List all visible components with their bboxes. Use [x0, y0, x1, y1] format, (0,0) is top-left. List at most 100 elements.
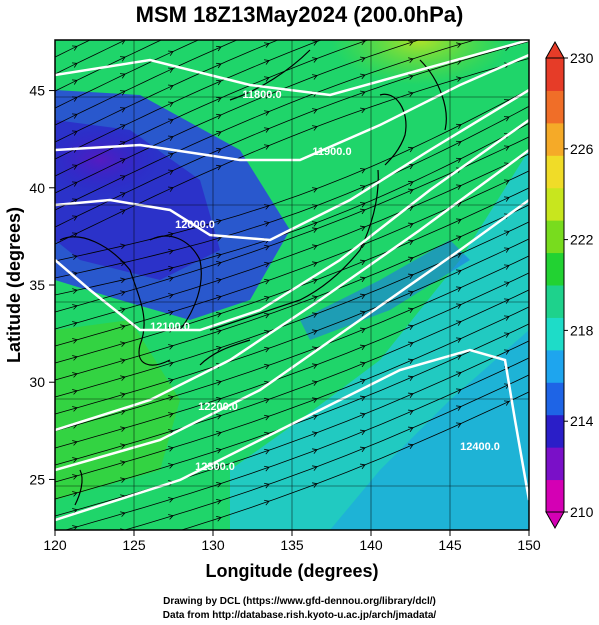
- wind-arrow: [503, 247, 510, 253]
- streamline: [55, 122, 529, 296]
- wind-arrow: [407, 392, 414, 399]
- colorbar-tick-label: 222: [570, 232, 594, 248]
- colorbar-segment: [546, 349, 564, 383]
- wind-arrow: [503, 349, 510, 355]
- wind-arrow: [168, 412, 174, 418]
- streamline: [55, 40, 200, 109]
- wind-arrow: [168, 0, 173, 5]
- wind-arrow: [407, 239, 414, 246]
- wind-arrow: [215, 62, 222, 69]
- x-tick-label: 120: [43, 537, 67, 553]
- wind-arrow: [359, 202, 366, 208]
- wind-arrow: [455, 337, 462, 343]
- wind-arrow: [312, 57, 318, 63]
- wind-arrow: [407, 256, 414, 263]
- wind-arrow: [216, 379, 222, 386]
- wind-arrow: [216, 252, 222, 259]
- lat-lon-grid: [55, 40, 529, 530]
- streamline: [55, 340, 529, 517]
- wind-arrow: [407, 290, 414, 297]
- wind-arrow: [168, 446, 174, 452]
- wind-arrow: [407, 222, 414, 229]
- wind-arrow: [72, 474, 78, 480]
- wind-arrow: [120, 511, 126, 517]
- footer-credit-drawing: Drawing by DCL (https://www.gfd-dennou.o…: [163, 596, 436, 607]
- map-plot-area: [55, 0, 529, 564]
- wind-arrow: [455, 405, 462, 411]
- colorbar-segment: [546, 317, 564, 351]
- wind-arrow: [168, 497, 174, 503]
- wind-arrow: [216, 464, 222, 471]
- wind-arrow: [360, 107, 366, 114]
- x-tick-label: 150: [517, 537, 541, 553]
- streamline: [55, 306, 529, 483]
- wind-arrow: [72, 29, 77, 34]
- wind-arrow: [312, 278, 318, 284]
- colorbar-segment: [546, 479, 564, 513]
- wind-arrow: [503, 116, 510, 122]
- wind-arrow: [168, 293, 174, 299]
- wind-arrow: [215, 79, 222, 86]
- wind-arrow: [167, 169, 174, 175]
- colorbar-tick-label: 218: [570, 322, 594, 338]
- wind-arrow: [504, 29, 509, 34]
- wind-arrow: [216, 260, 222, 267]
- wind-arrow: [72, 491, 78, 497]
- wind-arrow: [407, 307, 414, 314]
- wind-arrow: [264, 261, 270, 268]
- wind-arrow: [72, 525, 78, 530]
- wind-arrow: [168, 34, 173, 39]
- contour-label: 12100.0: [150, 321, 190, 333]
- wind-arrow: [167, 84, 174, 90]
- wind-arrow: [119, 107, 126, 113]
- wind-arrow: [168, 17, 173, 22]
- colorbar-segment: [546, 382, 564, 416]
- wind-arrow: [216, 498, 222, 505]
- wind-arrow: [312, 221, 318, 227]
- height-contour-line: [55, 88, 529, 242]
- wind-arrow: [216, 311, 222, 318]
- streamline: [55, 40, 323, 160]
- wind-arrow: [312, 24, 317, 29]
- wind-arrow: [119, 158, 126, 164]
- wind-arrow: [167, 50, 174, 56]
- colorbar-segment: [546, 90, 564, 124]
- wind-arrow: [312, 329, 318, 335]
- wind-arrow: [360, 56, 366, 63]
- streamline: [55, 40, 163, 92]
- wind-arrow: [167, 152, 174, 158]
- wind-arrow: [360, 6, 365, 11]
- wind-arrow: [120, 426, 126, 432]
- streamline: [55, 40, 238, 126]
- wind-arrow: [120, 290, 126, 296]
- wind-arrow: [72, 288, 78, 294]
- colorbar-min-arrow: [545, 511, 565, 530]
- field-warm-maximum: [330, 40, 510, 85]
- wind-arrow: [263, 42, 270, 48]
- wind-arrow: [503, 196, 510, 202]
- wind-arrow: [407, 443, 414, 450]
- wind-arrow: [263, 127, 270, 133]
- wind-arrow: [359, 361, 366, 368]
- wind-arrow: [72, 559, 77, 564]
- wind-arrow: [216, 396, 222, 403]
- wind-arrow: [359, 395, 366, 402]
- x-tick-label: 130: [201, 537, 225, 553]
- height-contour-line: [55, 198, 529, 472]
- wind-arrow: [455, 354, 462, 360]
- wind-arrow: [407, 341, 414, 348]
- wind-arrow: [264, 9, 269, 14]
- wind-arrow: [72, 355, 78, 361]
- wind-arrow: [119, 73, 126, 79]
- colorbar-segment: [546, 58, 564, 91]
- height-contour-line: [55, 348, 529, 522]
- streamline: [180, 391, 529, 530]
- streamline: [55, 105, 529, 279]
- contour-label: 12200.0: [198, 401, 238, 413]
- wind-arrow: [72, 440, 78, 446]
- wind-arrow: [455, 371, 462, 377]
- wind-arrow: [215, 164, 222, 171]
- wind-arrow: [120, 460, 126, 466]
- wind-arrow: [503, 145, 510, 151]
- wind-arrow: [312, 363, 318, 369]
